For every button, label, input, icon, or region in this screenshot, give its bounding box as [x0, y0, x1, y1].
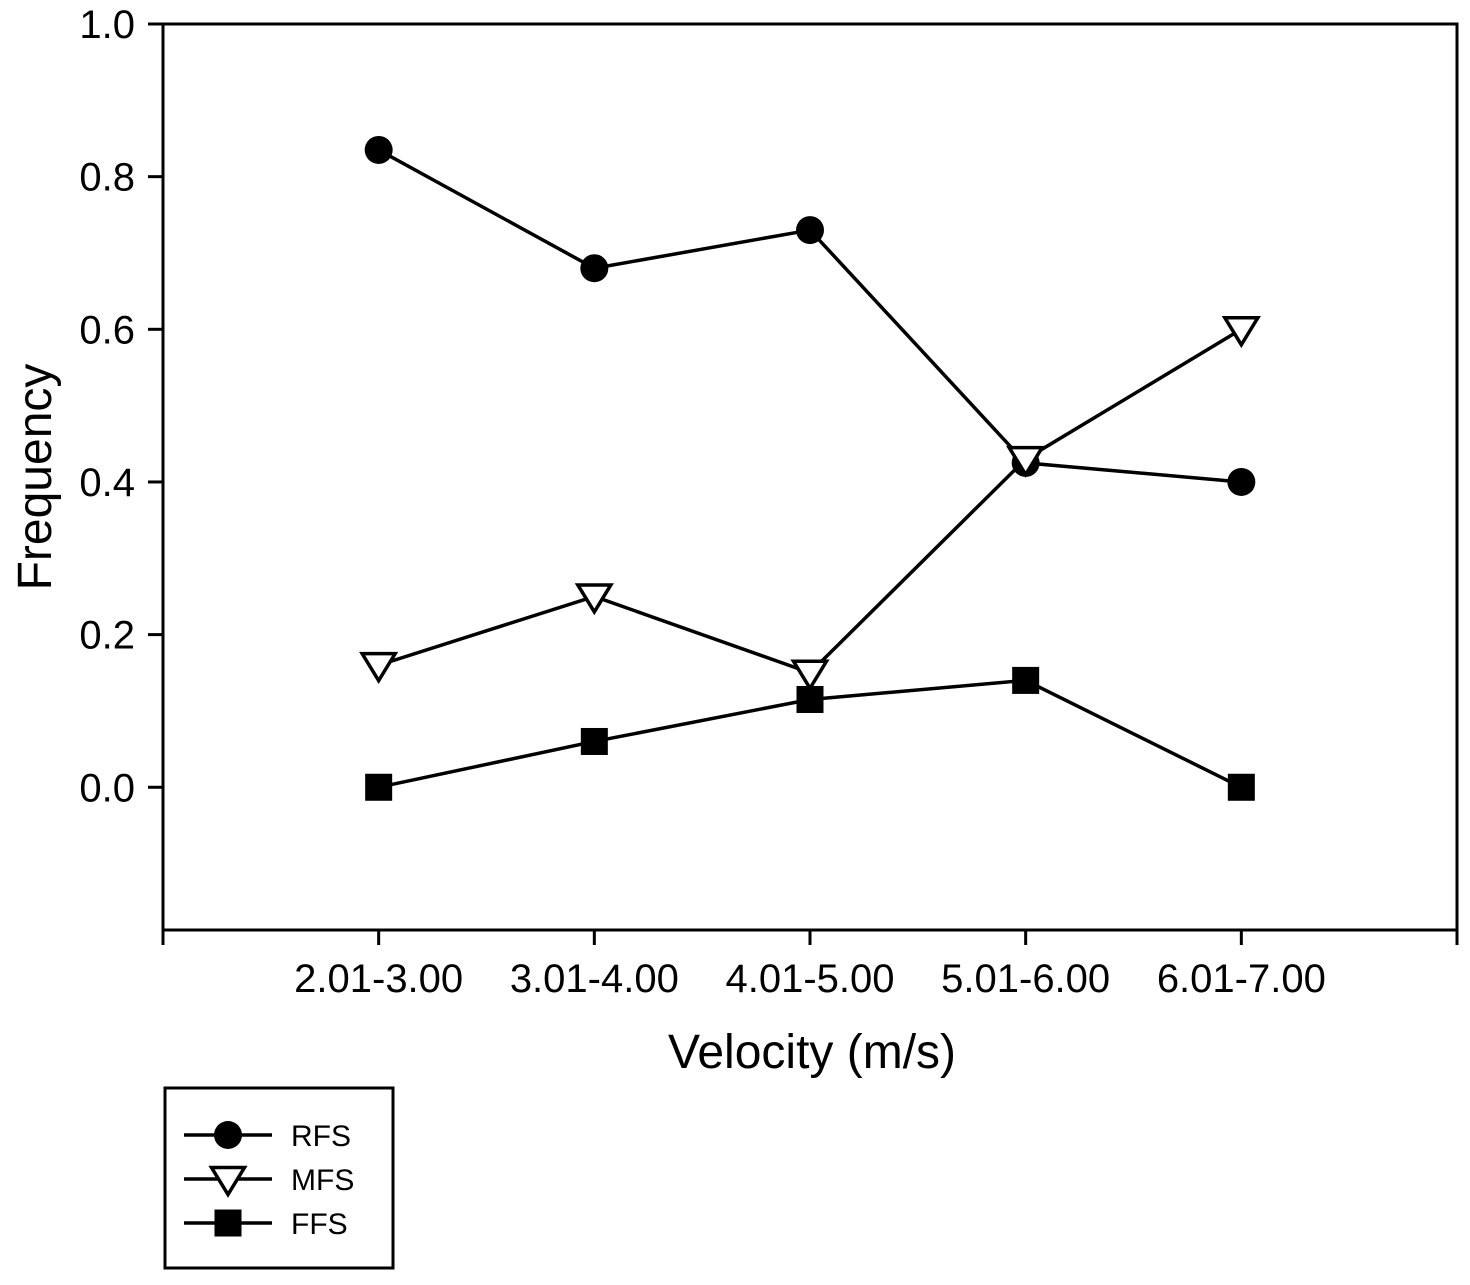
mfs-marker [1006, 445, 1046, 478]
rfs-marker [364, 135, 393, 164]
y-tick-label: 0.6 [79, 308, 135, 352]
x-tick-label: 6.01-7.00 [1157, 957, 1326, 1001]
legend-marker-mfs [208, 1165, 248, 1198]
rfs-marker [796, 216, 824, 245]
ffs-marker [1012, 666, 1040, 694]
legend-marker-rfs [214, 1121, 242, 1149]
legend-label: MFS [291, 1164, 354, 1197]
ffs-marker [365, 773, 393, 801]
legend-entry-rfs: RFS [184, 1120, 351, 1153]
mfs-marker [790, 659, 830, 692]
rfs-marker [1227, 467, 1256, 496]
legend-entry-ffs: FFS [184, 1208, 348, 1241]
y-tick-label: 1.0 [79, 3, 135, 47]
ffs-marker [796, 685, 824, 713]
rfs-marker [580, 254, 609, 283]
y-tick-label: 0.8 [79, 156, 135, 200]
mfs-marker [359, 651, 399, 685]
x-tick-label: 5.01-6.00 [941, 957, 1110, 1001]
series-rfs [364, 135, 1256, 496]
x-tick-label: 2.01-3.00 [294, 957, 463, 1001]
series-mfs [359, 316, 1261, 692]
y-tick-label: 0.0 [79, 766, 135, 810]
y-axis-title: Frequency [9, 363, 62, 591]
legend-label: RFS [291, 1120, 351, 1153]
ffs-marker [1227, 773, 1255, 801]
legend-entry-mfs: MFS [184, 1164, 354, 1198]
legend: RFS MFS FFS [163, 1086, 395, 1270]
y-tick-label: 0.4 [79, 461, 135, 505]
x-axis-title: Velocity (m/s) [667, 1026, 957, 1079]
legend-marker-ffs [214, 1209, 242, 1237]
y-tick-label: 0.2 [79, 614, 135, 658]
plot-frame [161, 22, 1459, 932]
x-tick-label: 4.01-5.00 [725, 957, 894, 1001]
ffs-marker [580, 727, 608, 755]
series-ffs [365, 666, 1255, 801]
mfs-marker [1221, 316, 1261, 349]
x-tick-label: 3.01-4.00 [510, 957, 679, 1001]
mfs-marker [574, 583, 614, 616]
rfs-line [377, 148, 1242, 484]
mfs-line [378, 327, 1243, 675]
legend-label: FFS [291, 1208, 348, 1241]
